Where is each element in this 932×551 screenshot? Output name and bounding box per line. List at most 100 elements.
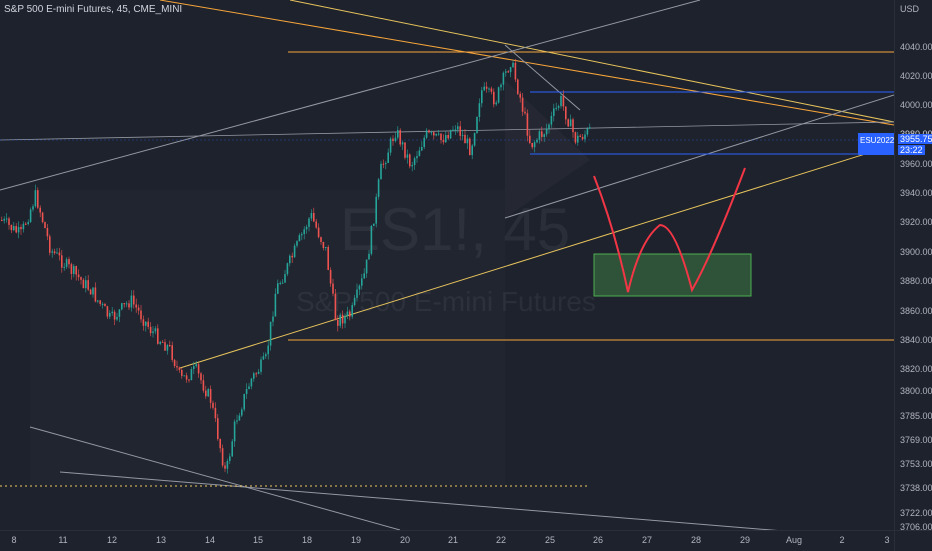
candle-body — [121, 303, 123, 310]
time-tick: 27 — [641, 535, 653, 545]
candle-body — [5, 218, 8, 220]
candle-body — [560, 95, 562, 107]
price-tick: 3800.00 — [900, 386, 932, 396]
w-pattern-drawing — [593, 167, 746, 293]
candle-body — [133, 295, 135, 305]
time-tick: Aug — [785, 535, 803, 545]
candle-body — [310, 212, 313, 219]
shade-region — [505, 80, 590, 218]
candle-body — [197, 364, 200, 374]
price-tick: 4000.00 — [900, 100, 932, 110]
channel-line-mid-2 — [0, 121, 894, 141]
time-tick: 20 — [399, 535, 411, 545]
candle-body — [430, 132, 433, 134]
candle-body — [399, 130, 401, 145]
price-tick: 3940.00 — [900, 188, 932, 198]
candle-body — [329, 269, 332, 284]
candle-body — [25, 223, 27, 225]
candle-body — [164, 342, 166, 351]
candle-body — [526, 113, 529, 136]
candle-body — [349, 311, 351, 317]
candle-body — [502, 72, 505, 85]
price-tick: 3820.00 — [900, 364, 932, 374]
candle-body — [517, 79, 519, 94]
time-tick: 26 — [592, 535, 604, 545]
candle-body — [394, 137, 397, 142]
candle-body — [423, 137, 425, 148]
candle-body — [493, 91, 495, 105]
candle-body — [325, 246, 327, 248]
candle-body — [106, 306, 109, 317]
candle-body — [58, 252, 61, 256]
candle-body — [85, 280, 87, 289]
time-axis[interactable]: 8 11 12 13 14 15 18 19 20 21 22 25 26 27… — [0, 530, 894, 551]
candle-body — [289, 255, 291, 264]
candle-body — [392, 138, 394, 142]
candle-body — [476, 116, 478, 134]
time-tick: 15 — [252, 535, 264, 545]
symbol-title[interactable]: S&P 500 E-mini Futures, 45, CME_MINI — [4, 4, 183, 15]
candle-body — [533, 142, 536, 148]
candle-body — [519, 93, 521, 98]
candle-body — [461, 134, 464, 136]
candle-body — [284, 274, 286, 283]
candle-body — [389, 138, 392, 153]
candle-body — [236, 420, 238, 422]
candle-body — [166, 345, 169, 351]
candle-body — [68, 259, 70, 265]
candle-body — [99, 300, 101, 304]
candle-body — [49, 236, 51, 253]
candle-body — [39, 207, 41, 213]
candle-body — [135, 304, 137, 308]
candle-body — [147, 321, 149, 327]
candle-body — [543, 134, 545, 137]
last-price-label: 3955.75 — [898, 134, 932, 144]
candle-body — [185, 375, 188, 380]
candle-body — [524, 111, 526, 114]
candle-body — [44, 222, 46, 229]
candle-body — [301, 234, 303, 236]
candle-body — [495, 102, 497, 105]
candle-body — [358, 285, 361, 290]
candle-body — [97, 300, 99, 302]
candle-body — [260, 359, 262, 372]
candle-body — [440, 133, 442, 140]
candle-body — [159, 341, 161, 344]
candle-body — [41, 212, 44, 223]
bar-countdown: 23:22 — [898, 145, 925, 155]
candle-body — [51, 251, 53, 253]
chart-area[interactable]: ES1!, 45 S&P 500 E-mini Futures — [0, 0, 894, 530]
candle-body — [553, 108, 555, 116]
candle-body — [140, 310, 142, 320]
candle-body — [214, 407, 217, 419]
candle-body — [111, 311, 113, 314]
trend-line-descending-2 — [159, 0, 894, 126]
candle-body — [353, 297, 356, 306]
candle-body — [368, 253, 370, 260]
price-tick: 3880.00 — [900, 276, 932, 286]
candle-body — [178, 367, 181, 370]
candle-body — [449, 129, 452, 139]
candle-body — [581, 136, 584, 140]
candle-body — [574, 132, 577, 143]
price-axis[interactable]: USD 4040.00 4020.00 4000.00 3960.00 3940… — [894, 0, 932, 532]
time-tick: 11 — [58, 535, 68, 545]
candle-body — [445, 135, 447, 143]
candle-body — [401, 142, 404, 145]
candle-body — [17, 227, 20, 233]
candle-body — [529, 135, 531, 143]
candle-body — [29, 209, 32, 223]
time-tick: 28 — [690, 535, 702, 545]
candle-body — [418, 150, 421, 157]
candle-body — [293, 245, 296, 258]
candle-body — [473, 133, 476, 146]
candle-body — [10, 224, 13, 231]
candle-body — [385, 162, 387, 164]
candle-body — [269, 321, 272, 346]
price-tick: 3900.00 — [900, 247, 932, 257]
candle-body — [219, 439, 221, 449]
candle-body — [512, 62, 514, 68]
candle-body — [380, 163, 382, 180]
candle-body — [457, 126, 459, 130]
candle-body — [248, 386, 250, 390]
